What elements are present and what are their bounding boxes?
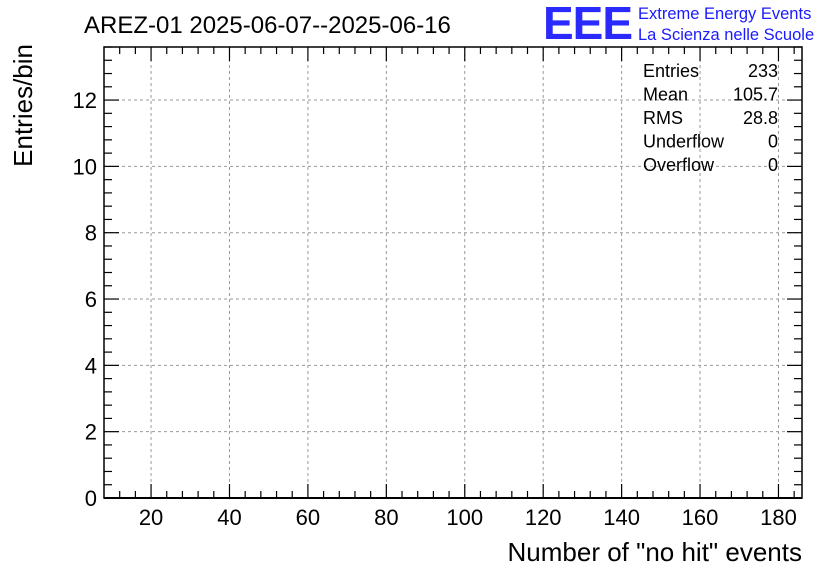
- eee-logo: EEE Extreme Energy Events La Scienza nel…: [543, 0, 814, 49]
- histogram-bin: [422, 332, 430, 498]
- histogram-bin: [453, 166, 461, 498]
- stat-label: Overflow: [643, 155, 715, 175]
- histogram-bin: [633, 332, 641, 498]
- histogram-bin: [414, 332, 422, 498]
- x-tick-labels: 20 40 60 80 100 120 140 160 180: [139, 505, 797, 530]
- stat-value: 105.7: [733, 85, 778, 105]
- y-axis-title: Entries/bin: [8, 44, 38, 167]
- y-tick-label: 10: [73, 154, 97, 179]
- histogram-bin: [233, 465, 241, 498]
- stat-label: RMS: [643, 108, 683, 128]
- x-tick-label: 160: [682, 505, 719, 530]
- histogram-bin: [641, 432, 649, 498]
- stat-value: 0: [768, 132, 778, 152]
- histogram-bin: [735, 432, 743, 498]
- x-tick-label: 40: [217, 505, 241, 530]
- x-tick-label: 140: [603, 505, 640, 530]
- histogram-bin: [484, 299, 492, 498]
- grid-lines: [104, 47, 802, 498]
- x-tick-label: 60: [296, 505, 320, 530]
- histogram-bin: [516, 399, 524, 498]
- histogram-bin: [665, 432, 673, 498]
- histogram-bin: [359, 399, 367, 498]
- plot-frame: [103, 46, 803, 499]
- stat-value: 28.8: [743, 108, 778, 128]
- axis-ticks: [104, 46, 802, 499]
- x-axis-title: Number of "no hit" events: [508, 537, 803, 567]
- stat-label: Underflow: [643, 132, 725, 152]
- stat-value: 0: [768, 155, 778, 175]
- x-tick-label: 20: [139, 505, 163, 530]
- histogram-bin: [343, 266, 351, 498]
- histogram-bin: [673, 432, 681, 498]
- y-tick-label: 4: [85, 353, 97, 378]
- histogram-bin: [406, 200, 414, 498]
- histogram-bin: [437, 67, 445, 498]
- stat-value: 233: [748, 61, 778, 81]
- y-tick-label: 0: [85, 486, 97, 511]
- histogram-bin: [578, 432, 586, 498]
- logo-mark: EEE: [543, 0, 632, 49]
- stats-box: Entries 233 Mean 105.7 RMS 28.8 Underflow 0 Over…: [643, 61, 778, 175]
- x-tick-label: 180: [760, 505, 797, 530]
- histogram-bin: [469, 166, 477, 498]
- histogram-bin: [328, 432, 336, 498]
- histogram-bin: [594, 399, 602, 498]
- histogram-bin: [688, 432, 696, 498]
- histogram-bin: [602, 332, 610, 498]
- chart-title: AREZ-01 2025-06-07--2025-06-16: [84, 12, 451, 39]
- histogram-bin: [649, 299, 657, 498]
- stat-label: Mean: [643, 85, 688, 105]
- histogram-bin: [531, 465, 539, 498]
- y-tick-label: 12: [73, 88, 97, 113]
- histogram-bin: [626, 299, 634, 498]
- histogram-bin: [547, 465, 555, 498]
- histogram-bin: [555, 432, 563, 498]
- histogram-bin: [477, 166, 485, 498]
- logo-line-1: Extreme Energy Events: [638, 5, 811, 23]
- histogram-bin: [390, 332, 398, 498]
- y-tick-labels: 0 2 4 6 8 10 12: [73, 88, 97, 511]
- x-tick-label: 120: [525, 505, 562, 530]
- x-tick-label: 100: [446, 505, 483, 530]
- histogram-bin: [500, 465, 508, 498]
- x-tick-label: 80: [374, 505, 398, 530]
- histogram-bin: [445, 67, 453, 498]
- stat-label: Entries: [643, 61, 699, 81]
- histogram-bin: [508, 432, 516, 498]
- histogram-bin: [492, 332, 500, 498]
- logo-line-2: La Scienza nelle Scuole: [638, 26, 814, 44]
- y-tick-label: 2: [85, 420, 97, 445]
- y-tick-label: 6: [85, 287, 97, 312]
- histogram-bin: [657, 299, 665, 498]
- y-tick-label: 8: [85, 221, 97, 246]
